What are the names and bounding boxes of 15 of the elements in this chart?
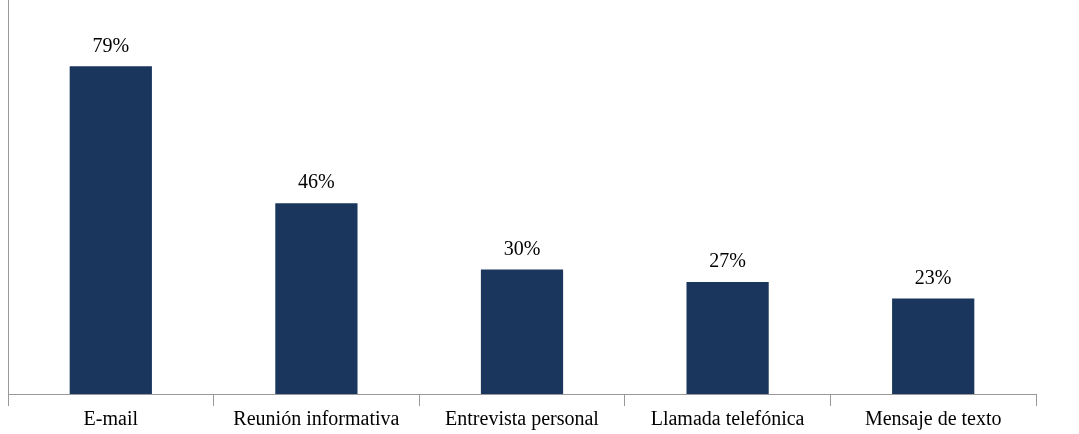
data-label: 23% <box>914 265 952 288</box>
bar <box>892 298 975 394</box>
data-label: 46% <box>298 170 335 193</box>
bar <box>480 269 564 394</box>
data-label: 30% <box>503 236 541 259</box>
data-label: 79% <box>92 33 130 56</box>
bar <box>275 203 358 394</box>
x-tick-label: Llamada telefónica <box>650 407 805 430</box>
bar <box>686 282 769 394</box>
bar <box>69 66 152 394</box>
data-label: 27% <box>709 249 746 272</box>
x-tick-label: Mensaje de texto <box>864 407 1002 431</box>
x-tick-label: Entrevista personal <box>445 407 600 431</box>
x-tick-label: Reunión informativa <box>233 407 400 430</box>
x-tick-label: E-mail <box>83 407 139 430</box>
